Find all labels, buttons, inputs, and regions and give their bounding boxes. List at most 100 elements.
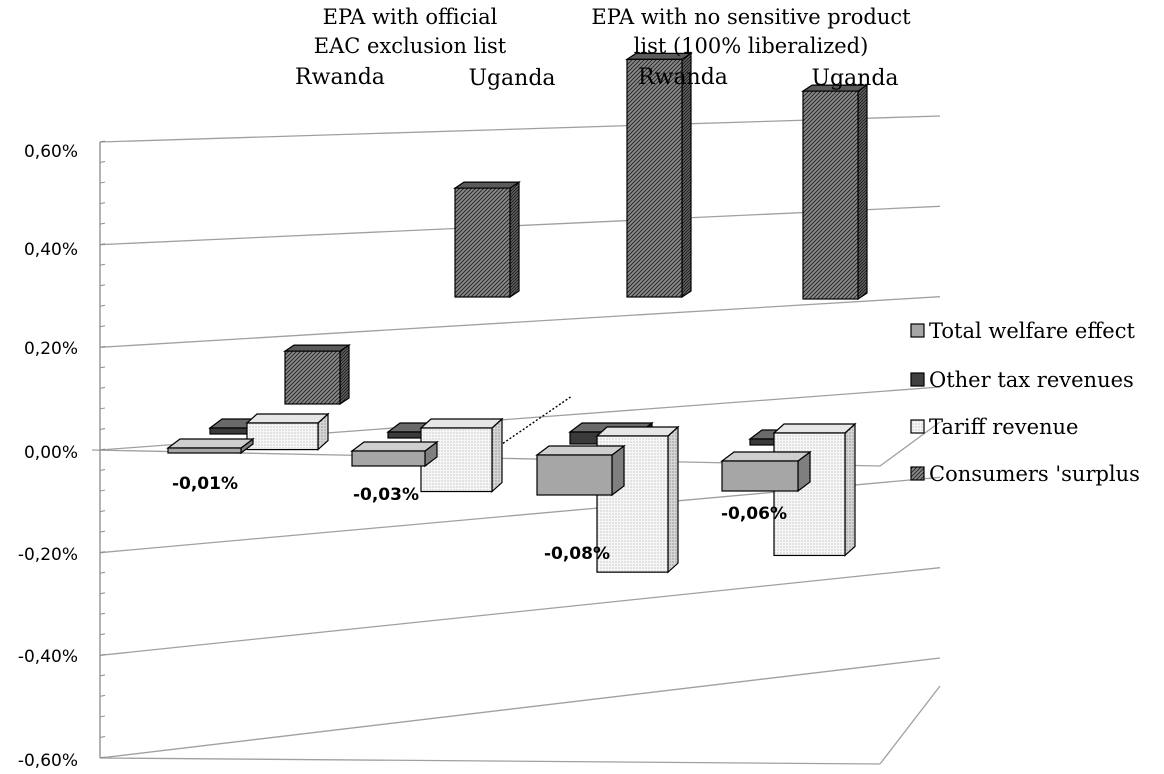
y-tick-label: -0,60% (18, 751, 78, 771)
bar-consumers-0-front (284, 350, 341, 405)
y-axis-tick (99, 407, 106, 410)
bar-consumers-2-front (626, 58, 683, 298)
y-axis-tick (99, 366, 106, 369)
bar-consumers-0-side (339, 344, 350, 406)
group-label-1-line2: EAC exclusion list (314, 34, 507, 58)
bar-total-welfare-2 (535, 444, 626, 497)
bar-total-welfare-1-front (351, 450, 426, 467)
legend-label-other-tax: Other tax revenues (929, 368, 1134, 392)
y-tick-label: 0,20% (24, 339, 78, 359)
legend-item-total-welfare: Total welfare effect (910, 319, 1135, 343)
y-axis-tick (99, 161, 106, 164)
y-axis-tick (99, 284, 106, 287)
y-tick-label: -0,40% (18, 647, 78, 667)
y-tick-label: 0,40% (24, 240, 78, 260)
y-tick-labels: 0,60% 0,40% 0,20% 0,00% -0,20% -0,40% -0… (18, 142, 78, 771)
floor-depth (879, 685, 941, 765)
legend: Total welfare effect Other tax revenues … (910, 319, 1140, 486)
y-axis-tick (99, 674, 106, 677)
y-axis-tick (99, 345, 106, 348)
y-axis-tick (99, 181, 106, 184)
data-labels: -0,01% -0,03% -0,08% -0,06% (172, 474, 787, 564)
y-axis-tick (99, 386, 106, 389)
bar-tariff-3-front (773, 432, 846, 557)
bar-tariff-1-top (419, 418, 504, 429)
bar-tariff-2-side (667, 425, 679, 574)
legend-label-total-welfare: Total welfare effect (929, 319, 1135, 343)
category-label-uganda-1: Uganda (468, 66, 555, 91)
legend-swatch-consumers (910, 466, 925, 481)
legend-item-tariff: Tariff revenue (910, 415, 1078, 439)
category-label-uganda-2: Uganda (811, 66, 898, 91)
data-label-total-welfare-uganda-2: -0,06% (721, 504, 787, 524)
legend-swatch-other-tax (910, 372, 925, 387)
bar-consumers-0 (283, 344, 351, 406)
bar-tariff-1 (419, 417, 504, 493)
y-axis-tick (99, 427, 106, 430)
y-axis-tick (99, 325, 106, 328)
gridline (99, 115, 941, 143)
bar-tariff-0-top (245, 413, 330, 424)
y-tick-label: -0,20% (18, 545, 78, 565)
bar-tariff-3-side (844, 422, 856, 557)
y-axis-tick (99, 571, 106, 574)
front-row-bars (166, 412, 857, 574)
bar-tariff-3-top (772, 423, 857, 434)
y-axis-tick (99, 489, 106, 492)
legend-swatch-tariff (910, 419, 925, 434)
bar-total-welfare-0-top (166, 438, 255, 449)
bar-tariff-2-top (595, 426, 680, 437)
y-axis (99, 140, 106, 759)
bar-total-welfare-2-top (535, 445, 626, 456)
legend-item-other-tax: Other tax revenues (910, 368, 1134, 392)
y-axis-tick (99, 756, 106, 759)
legend-swatch-total-welfare (910, 323, 925, 338)
group-label-1-line1: EPA with official (323, 5, 498, 29)
y-axis-tick (99, 263, 106, 266)
group-label-2-line1: EPA with no sensitive product (591, 5, 911, 29)
legend-label-consumers: Consumers 'surplus (929, 462, 1140, 486)
bar-consumers-1-front (454, 187, 511, 298)
bar-total-welfare-1-top (350, 441, 439, 452)
bar-total-welfare-0-front (167, 447, 242, 454)
data-label-total-welfare-rwanda-2: -0,08% (544, 544, 610, 564)
bar-total-welfare-2-front (536, 454, 613, 496)
y-axis-tick (99, 222, 106, 225)
bar-consumers-0-top (283, 344, 351, 352)
back-row-bars (283, 52, 869, 406)
gridline (99, 567, 941, 656)
bar-tariff-0 (245, 412, 330, 451)
y-axis-tick (99, 694, 106, 697)
y-axis-tick (99, 304, 106, 307)
bar-total-welfare-0 (166, 437, 255, 455)
y-axis-tick (99, 140, 106, 143)
y-axis-tick (99, 715, 106, 718)
legend-label-tariff: Tariff revenue (929, 415, 1078, 439)
category-label-rwanda-2: Rwanda (638, 65, 728, 90)
group-label-2-line2: list (100% liberalized) (634, 34, 869, 58)
y-axis-tick (99, 448, 106, 451)
y-axis-tick (99, 469, 106, 472)
legend-item-consumers: Consumers 'surplus (910, 462, 1140, 486)
bar-total-welfare-3 (720, 450, 812, 493)
gridline (99, 205, 941, 246)
bar-consumers-3 (801, 83, 869, 301)
floor-front (99, 757, 881, 765)
bar-consumers-1-side (509, 180, 520, 299)
bar-total-welfare-3-front (721, 460, 799, 492)
data-label-total-welfare-uganda-1: -0,03% (353, 485, 419, 505)
gridline (99, 657, 941, 759)
y-axis-tick (99, 530, 106, 533)
group-labels: EPA with official EAC exclusion list EPA… (314, 5, 911, 58)
bar-total-welfare-3-top (720, 451, 812, 462)
bar-consumers-3-side (857, 83, 868, 301)
y-axis-tick (99, 551, 106, 554)
y-axis-tick (99, 510, 106, 513)
bar-tariff-2 (595, 425, 680, 574)
category-labels: Rwanda Uganda Rwanda Uganda (295, 65, 899, 91)
zero-line-depth (879, 421, 941, 467)
y-axis-tick (99, 633, 106, 636)
y-axis-tick (99, 735, 106, 738)
data-label-total-welfare-rwanda-1: -0,01% (172, 474, 238, 494)
